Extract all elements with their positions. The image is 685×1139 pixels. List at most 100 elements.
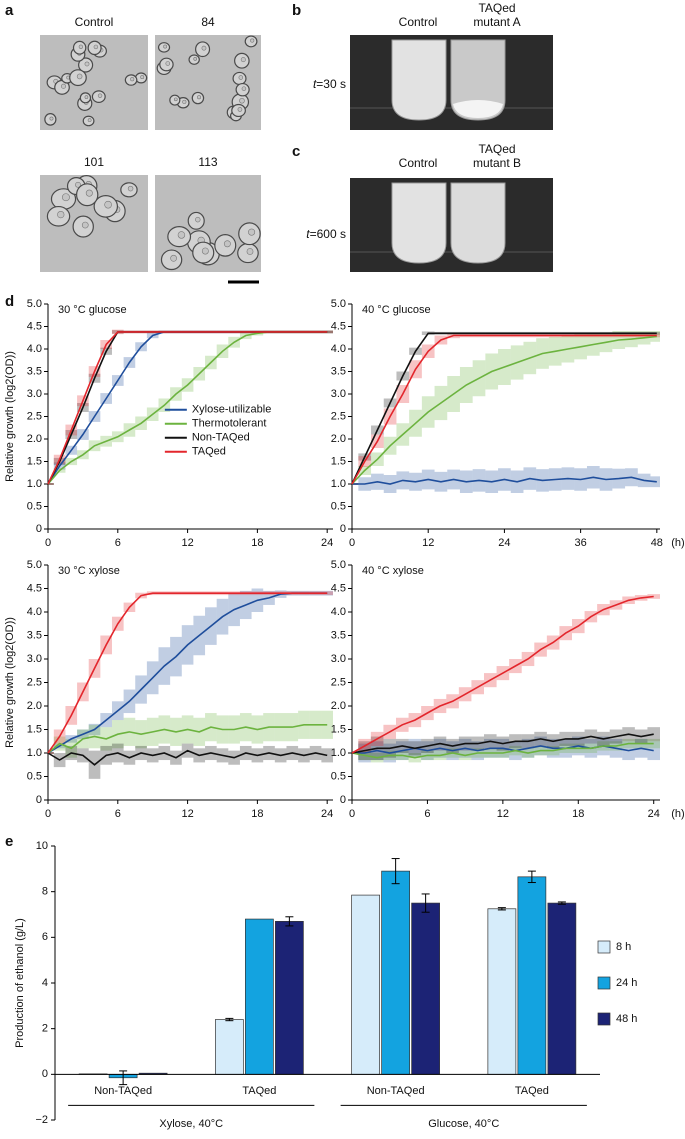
x-tick-label: 18 — [251, 537, 263, 549]
series-line — [351, 332, 657, 485]
vacuole — [201, 45, 207, 51]
y-tick-label: 0 — [36, 523, 42, 535]
vacuole — [49, 116, 54, 121]
vacuole — [78, 44, 84, 49]
legend-label: Non-TAQed — [192, 432, 250, 444]
y-tick-label: 4.0 — [331, 343, 346, 355]
series-line — [47, 724, 328, 754]
y-tick-label: 4.0 — [27, 606, 42, 618]
vacuole — [170, 254, 177, 262]
error-band — [48, 483, 54, 485]
x-tick-label: 24 — [498, 537, 510, 549]
vacuole — [75, 181, 81, 188]
image-title: 113 — [198, 155, 217, 169]
image-title: 84 — [201, 15, 215, 29]
y-tick-label: 5.0 — [27, 559, 42, 571]
bar — [245, 918, 274, 1075]
vacuole — [127, 185, 134, 192]
bar — [275, 920, 304, 1075]
y-tick-label: 3.0 — [331, 653, 346, 665]
vacuole — [182, 99, 187, 104]
x-tick-label: Non-TAQed — [94, 1085, 152, 1097]
y-tick-label: 2.5 — [331, 410, 346, 422]
y-tick-label: 2.0 — [27, 700, 42, 712]
error-band — [647, 594, 660, 599]
vacuole — [97, 93, 103, 98]
vacuole — [197, 95, 202, 100]
x-tick-label: 12 — [497, 808, 509, 820]
series-line — [352, 476, 657, 485]
tube — [391, 39, 447, 121]
vacuole — [177, 231, 186, 239]
series-line — [351, 334, 657, 485]
x-tick-label: 6 — [115, 808, 121, 820]
series-line — [47, 331, 328, 485]
image-title: Control — [75, 15, 114, 29]
vacuole — [76, 73, 83, 80]
y-tick-label: 0 — [340, 523, 346, 535]
x-tick-label: 36 — [574, 537, 586, 549]
y-axis-label: Relative growth (log2(OD)) — [4, 617, 16, 748]
y-tick-label: 0.5 — [27, 500, 42, 512]
y-tick-label: 1.5 — [27, 723, 42, 735]
legend-label: 24 h — [616, 977, 637, 989]
y-axis-label: Relative growth (log2(OD)) — [4, 351, 16, 482]
series-line — [351, 742, 654, 759]
x-tick-label: 24 — [321, 537, 333, 549]
y-tick-label: 4.5 — [27, 320, 42, 332]
y-tick-label: 2.0 — [331, 700, 346, 712]
vacuole — [246, 248, 254, 255]
x-tick-label: 0 — [45, 537, 51, 549]
y-tick-label: 3.0 — [331, 388, 346, 400]
error-band — [48, 483, 54, 485]
vacuole — [87, 118, 92, 123]
x-tick-label: 12 — [422, 537, 434, 549]
vacuole — [250, 38, 255, 43]
chart-title: 30 °C glucose — [58, 304, 127, 316]
y-tick-label: 2.0 — [331, 433, 346, 445]
y-tick-label: 0 — [340, 794, 346, 806]
y-tick-label: 0 — [36, 794, 42, 806]
y-tick-label: 1.0 — [331, 747, 346, 759]
error-band — [48, 752, 54, 754]
tube — [450, 182, 506, 264]
x-tick-label: 0 — [349, 808, 355, 820]
x-tick-label: 48 — [651, 537, 663, 549]
y-tick-label: 4.5 — [331, 582, 346, 594]
vacuole — [174, 97, 178, 102]
vacuole — [163, 44, 168, 49]
vacuole — [238, 75, 244, 80]
y-tick-label: 4.0 — [27, 343, 42, 355]
bar — [351, 894, 380, 1075]
vacuole — [195, 216, 201, 223]
y-tick-label: 3.5 — [27, 629, 42, 641]
vacuole — [60, 83, 66, 89]
vacuole — [84, 61, 90, 67]
error-band — [48, 752, 54, 754]
vacuole — [62, 193, 70, 202]
series-line — [47, 331, 328, 485]
tube — [391, 182, 447, 264]
y-tick-label: 1.5 — [331, 455, 346, 467]
legend-label: TAQed — [192, 446, 226, 458]
x-axis-label: (h) — [671, 808, 684, 820]
chart-title: 30 °C xylose — [58, 565, 120, 577]
tube-label: Control — [399, 15, 438, 29]
vacuole — [201, 247, 209, 255]
time-label: t=30 s — [313, 77, 346, 91]
y-tick-label: 2.5 — [331, 676, 346, 688]
series-line — [351, 335, 657, 485]
time-var: t — [313, 77, 317, 91]
y-tick-label: 3.5 — [331, 365, 346, 377]
series-line — [47, 749, 328, 766]
error-band — [48, 483, 54, 485]
vacuole — [165, 61, 171, 66]
x-tick-label: Non-TAQed — [367, 1085, 425, 1097]
x-tick-label: 24 — [321, 808, 333, 820]
panel-letter: d — [5, 293, 14, 310]
y-tick-label: 1.0 — [331, 478, 346, 490]
vacuole — [223, 240, 231, 248]
y-tick-label: 4.0 — [331, 606, 346, 618]
time-var: t — [306, 227, 310, 241]
